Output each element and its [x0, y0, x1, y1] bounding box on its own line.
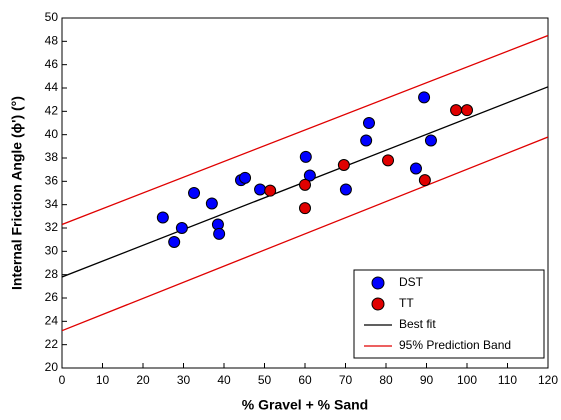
x-tick-label: 70: [339, 373, 353, 387]
point: [175, 222, 188, 234]
legend-label: TT: [399, 296, 414, 310]
y-tick-label: 42: [45, 104, 59, 118]
y-tick-label: 32: [45, 220, 59, 234]
point: [461, 104, 473, 117]
x-tick-label: 90: [420, 373, 434, 387]
x-tick-label: 110: [498, 373, 517, 387]
y-tick-label: 34: [45, 197, 59, 211]
point: [362, 117, 375, 129]
x-tick-label: 80: [379, 373, 393, 387]
point: [424, 134, 437, 147]
y-tick-label: 50: [45, 10, 59, 24]
x-tick-label: 40: [217, 373, 231, 387]
y-axis-title: Internal Friction Angle (ϕ') (°): [9, 96, 25, 290]
point: [299, 150, 312, 163]
point: [360, 134, 373, 147]
point: [382, 154, 395, 167]
y-tick-label: 24: [45, 314, 59, 328]
point: [450, 104, 463, 117]
legend-box: [353, 269, 545, 359]
x-tick-label: 30: [177, 373, 191, 387]
point: [239, 171, 252, 184]
legend-marker: [371, 276, 385, 290]
x-tick-label: 100: [457, 373, 477, 387]
line: [62, 34, 548, 226]
point: [264, 184, 277, 197]
x-tick-label: 0: [59, 373, 66, 387]
x-tick-label: 20: [136, 373, 150, 387]
y-tick-label: 22: [45, 337, 59, 351]
y-tick-label: 36: [45, 174, 59, 188]
legend-marker: [371, 297, 385, 311]
y-tick-label: 44: [45, 80, 59, 94]
point: [299, 178, 311, 191]
point: [303, 169, 316, 182]
y-tick-label: 46: [45, 57, 59, 71]
point: [339, 183, 352, 196]
y-tick-label: 38: [45, 150, 59, 164]
y-tick-label: 30: [45, 244, 59, 258]
y-tick-label: 20: [45, 360, 59, 374]
legend-label: 95% Prediction Band: [399, 338, 511, 352]
y-tick-label: 28: [45, 267, 59, 281]
x-axis-title: % Gravel + % Sand: [242, 397, 368, 413]
point: [337, 159, 350, 171]
point: [205, 197, 218, 210]
x-tick-label: 60: [298, 373, 312, 387]
x-tick-label: 120: [538, 373, 558, 387]
x-tick-label: 10: [96, 373, 110, 387]
y-tick-label: 40: [45, 127, 59, 141]
point: [418, 174, 431, 187]
y-tick-label: 48: [45, 34, 59, 48]
y-tick-label: 26: [45, 290, 59, 304]
point: [156, 211, 169, 224]
legend-label: Best fit: [399, 317, 436, 331]
point: [418, 91, 431, 104]
point: [213, 227, 226, 240]
point: [188, 187, 201, 199]
point: [168, 236, 181, 248]
point: [409, 162, 422, 175]
point: [254, 183, 267, 196]
line: [62, 136, 548, 332]
point: [299, 202, 311, 215]
x-tick-label: 50: [258, 373, 272, 387]
legend-label: DST: [399, 275, 424, 289]
